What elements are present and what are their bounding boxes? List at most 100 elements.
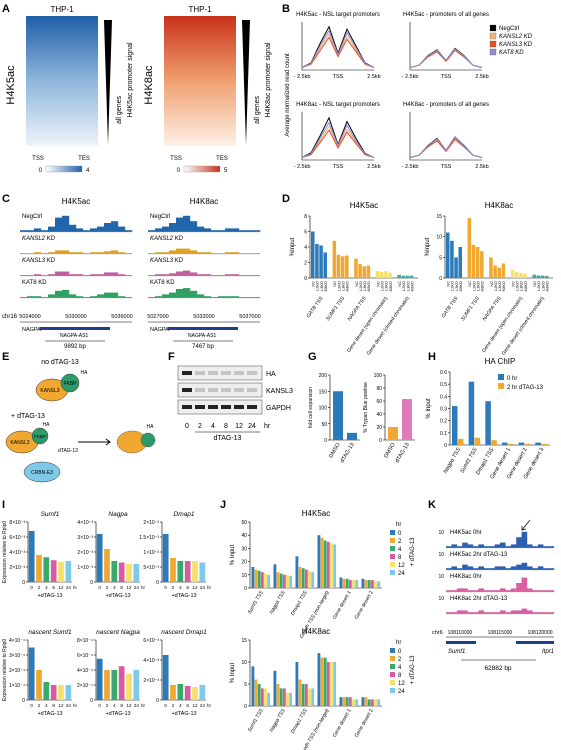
track-bar [183,270,191,276]
track-bar [211,230,219,232]
track-bar [69,252,77,254]
track-bar [204,228,212,232]
x-tick-label: Gene desert 2 [354,590,375,621]
y-tick-label: 0.5 [440,382,447,388]
label: 5024000 [19,314,40,320]
bar [366,265,371,278]
x-tick-label: 2.5kb [475,164,488,170]
bar [532,274,536,278]
bar [480,251,484,278]
legend-label: 2 [398,539,402,545]
track-bar [104,251,112,254]
bar [264,688,267,706]
x-tick-label: 0 [30,585,33,590]
bar [502,442,508,445]
track-bar [183,288,191,298]
band [221,405,231,409]
label: 5037000 [239,314,260,320]
y-tick-label: 0 [90,698,93,704]
track-bar [204,252,212,254]
y-tick-label: 5 [439,255,442,261]
bar [333,662,337,706]
track-bar [489,612,495,614]
track-bar [446,590,452,592]
group-label: GATB TSS [441,295,460,319]
bar-label: K8KD [345,281,350,292]
bar [36,555,42,582]
track-bar [446,546,452,548]
legend-swatch [390,648,395,653]
y-tick-label: 0.4 [440,394,447,400]
label: + dTAG-13 [410,655,416,685]
x-tick-label: Nagpa TSS [269,589,287,615]
track-bar [218,275,226,276]
bar-label: K8KD [544,281,549,292]
bar [162,655,169,700]
x-tick-label: Gene desert 1 [332,590,353,621]
bar [273,670,277,706]
y-tick-label: 0 [156,580,159,586]
label: 5030000 [65,314,86,320]
bar [364,697,368,706]
track-bar [155,274,163,276]
track-bar [510,588,517,592]
bar [355,580,359,588]
bar-label: K8KD [523,281,528,292]
bar [286,692,289,706]
bar [257,684,261,706]
track-bar [76,252,84,254]
track-bar [467,612,474,614]
track-bar [169,273,177,276]
bar [315,243,319,278]
lane-label: 24 [248,423,256,430]
panel-letter: C [2,193,10,205]
bar [304,684,308,706]
track-bar [176,248,184,254]
track-bar [27,230,35,232]
track-bar [97,274,105,276]
y-tick-label: 20 [376,425,382,431]
y-tick-label: 1×10⁻² [143,550,159,556]
track-bar [125,297,133,298]
gene-model [168,327,238,330]
label: H4K8ac promoter signal [265,42,272,118]
legend-swatch [390,562,395,567]
bar-label: K8KD [458,281,463,292]
y-tick-label: 0.3 [440,407,447,413]
x-tick-label: 2 [38,585,41,590]
bar-label: L3KD [384,281,389,291]
x-tick-label: 8 [52,585,55,590]
track-label: KANSL2 KD [22,236,56,242]
label: hr [264,423,271,430]
track-bar [494,612,501,614]
bar [352,580,355,588]
label: +dTAG-13 [171,593,196,599]
track-bar [90,296,98,298]
label: 108115000 [488,630,513,636]
bar [354,258,358,278]
y-tick-label: 4×10⁻³ [9,550,25,556]
track-label: KAT8 KD [22,280,47,286]
label: nascent Sumf1 [28,629,72,636]
y-tick-label: 6 [304,230,307,236]
track-bar [253,230,261,232]
bar [28,531,35,582]
bar [374,699,377,706]
bar [118,666,125,700]
track-bar [118,252,126,254]
y-tick-label: 0.2 [440,419,447,425]
legend-label: 24 [398,571,405,577]
x-tick-label: TSS [333,164,344,170]
panel-letter: F [168,351,175,363]
bar-label: L3KD [454,281,459,291]
track-bar [521,531,528,548]
lane-label: 8 [224,423,228,430]
label: H4K8ac - NSL target promoters [296,102,380,108]
label: NAGPA [150,327,169,333]
bar [347,432,357,440]
track-bar [246,230,254,232]
x-tick-label: Dmap1 TSS [290,589,309,616]
bar-label: L3KD [340,281,345,291]
track-bar [190,290,198,298]
track-bar [48,294,56,298]
